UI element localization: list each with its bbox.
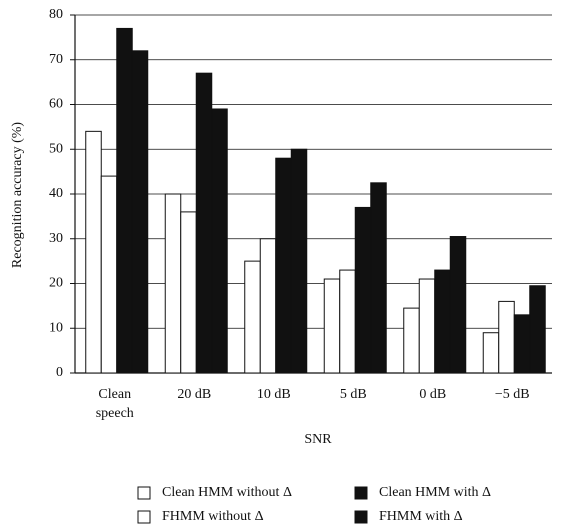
x-axis-label: SNR [304, 432, 332, 447]
bar [513, 314, 531, 374]
bar [403, 307, 420, 374]
bar [339, 269, 356, 374]
y-tick-label: 40 [49, 186, 63, 201]
bar [116, 27, 133, 374]
bar [85, 130, 102, 374]
bar [259, 238, 277, 374]
legend-swatch [354, 486, 368, 500]
bar [370, 182, 387, 374]
y-tick-label: 10 [49, 320, 63, 335]
legend-label: Clean HMM without Δ [162, 485, 292, 500]
bar [100, 175, 118, 374]
bar [211, 108, 228, 374]
bar [164, 193, 182, 374]
bar [290, 148, 308, 374]
bar [275, 157, 292, 374]
bar [244, 260, 261, 374]
x-tick-label: 10 dB [257, 387, 291, 402]
legend-label: Clean HMM with Δ [379, 485, 491, 500]
bar [482, 332, 500, 374]
y-tick-label: 50 [49, 141, 63, 156]
bar [131, 50, 149, 374]
y-tick-label: 20 [49, 276, 63, 291]
y-tick-label: 60 [49, 97, 63, 112]
bar [529, 285, 546, 374]
x-tick-label: −5 dB [495, 387, 530, 402]
x-tick-label: 5 dB [340, 387, 367, 402]
x-tick-label: 20 dB [177, 387, 211, 402]
y-tick-label: 0 [56, 365, 63, 380]
bar [434, 269, 451, 374]
bar [180, 211, 197, 374]
legend-label: FHMM without Δ [162, 509, 264, 524]
bar [449, 236, 467, 374]
y-tick-label: 30 [49, 231, 63, 246]
x-tick-label: Clean speech [96, 387, 134, 421]
legend-swatch [137, 510, 151, 524]
bar [323, 278, 341, 374]
x-tick-label: 0 dB [419, 387, 446, 402]
bar [354, 206, 372, 374]
y-axis-label: Recognition accuracy (%) [10, 122, 25, 268]
bar [498, 300, 515, 374]
y-tick-label: 80 [49, 7, 63, 22]
legend-label: FHMM with Δ [379, 509, 463, 524]
bar [418, 278, 436, 374]
y-tick-label: 70 [49, 52, 63, 67]
bar [195, 72, 213, 374]
legend-swatch [354, 510, 368, 524]
legend-swatch [137, 486, 151, 500]
